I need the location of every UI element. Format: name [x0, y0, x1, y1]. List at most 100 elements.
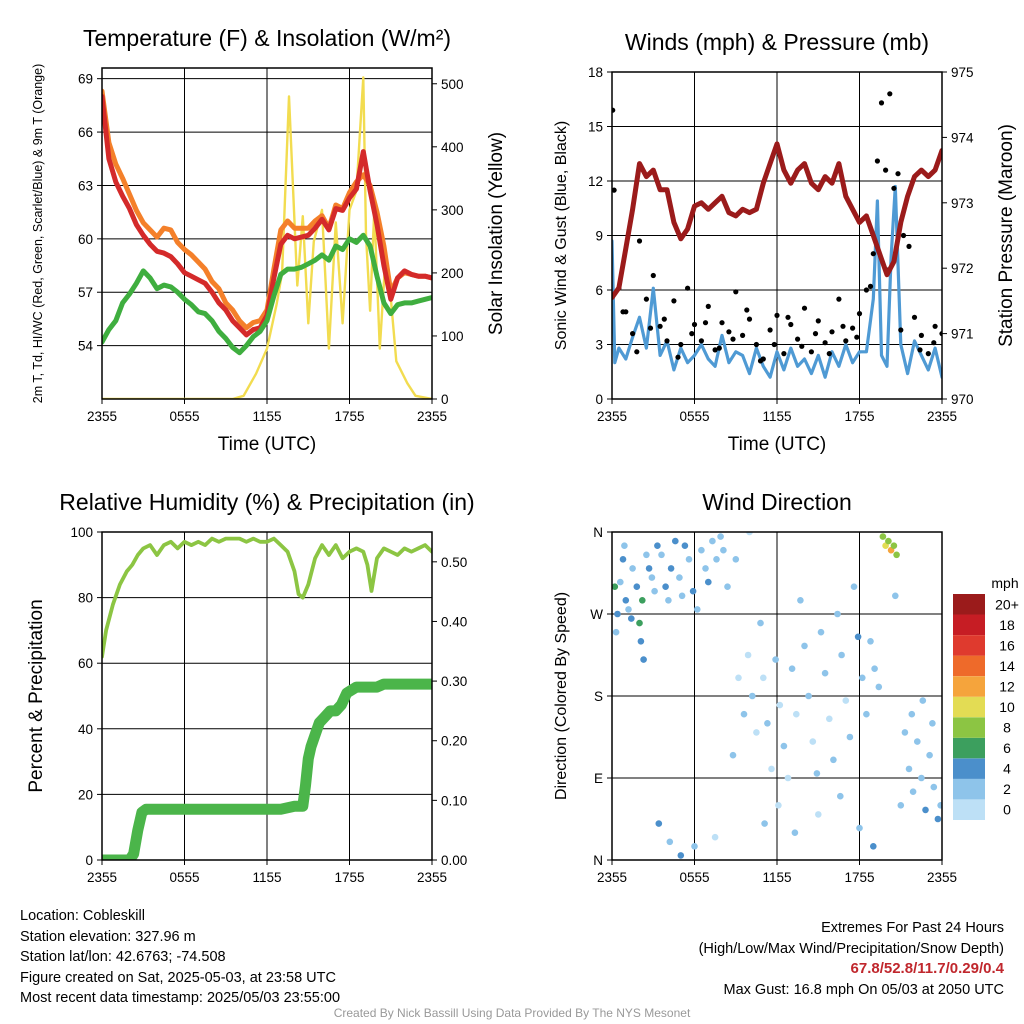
series-line-td: [102, 232, 432, 356]
gust-point: [647, 325, 654, 331]
x-tick-label: 2355: [597, 870, 627, 885]
direction-point: [926, 751, 933, 759]
series-line-precipitation: [102, 678, 432, 860]
direction-point: [720, 546, 727, 554]
colorbar-label: 10: [999, 699, 1015, 715]
direction-point: [617, 578, 624, 586]
y-right-tick-label: 0.00: [441, 853, 467, 868]
x-axis-label: Time (UTC): [218, 434, 317, 455]
y-tick-label: 54: [78, 339, 94, 354]
direction-point: [772, 656, 779, 663]
direction-point: [854, 633, 862, 641]
chart-title: Relative Humidity (%) & Precipitation (i…: [59, 489, 474, 515]
plot-border: [101, 67, 433, 400]
extremes-box: Extremes For Past 24 Hours (High/Low/Max…: [699, 918, 1004, 1000]
colorbar-label: 6: [1003, 740, 1011, 756]
gust-point: [726, 329, 732, 335]
gust-point: [675, 354, 681, 360]
direction-point: [698, 546, 705, 554]
direction-point: [780, 742, 788, 750]
direction-point: [749, 692, 756, 700]
chart-title: Temperature (F) & Insolation (W/m²): [83, 25, 451, 51]
direction-point: [937, 802, 942, 809]
direction-point: [628, 615, 635, 622]
direction-point: [654, 542, 661, 549]
gust-point: [808, 349, 815, 355]
gust-point: [840, 323, 846, 329]
direction-point: [813, 770, 821, 777]
direction-point: [717, 533, 724, 540]
y-tick-label: E: [594, 771, 603, 786]
gust-point: [826, 351, 832, 357]
direction-point: [629, 565, 636, 572]
y-right-tick-label: 400: [441, 140, 464, 155]
extremes-title: Extremes For Past 24 Hours: [821, 920, 1004, 936]
gust-point: [795, 336, 801, 342]
direction-point: [892, 592, 899, 600]
x-tick-label: 2355: [927, 409, 957, 424]
direction-point: [791, 829, 799, 836]
extremes-subtitle: (High/Low/Max Wind/Precipitation/Snow De…: [698, 940, 1004, 957]
y-axis-label-right: Solar Insolation (Yellow): [486, 132, 507, 335]
direction-point: [705, 578, 712, 586]
gust-point: [716, 345, 722, 351]
direction-point: [905, 765, 913, 773]
direction-point: [885, 537, 892, 545]
y-tick-label: S: [594, 689, 603, 704]
gust-point: [689, 331, 695, 337]
direction-point: [724, 583, 731, 590]
direction-point: [817, 628, 825, 636]
gust-point: [836, 296, 842, 302]
series-line-station-pressure: [612, 141, 942, 301]
gust-point: [730, 336, 736, 342]
direction-point: [856, 824, 863, 832]
y-tick-label: 12: [588, 174, 603, 189]
gust-point: [891, 185, 897, 191]
colorbar-swatch: [953, 635, 985, 656]
direction-point: [784, 774, 792, 782]
direction-point: [893, 551, 900, 559]
direction-point: [809, 738, 817, 745]
y-tick-label: 60: [78, 232, 93, 247]
gust-point: [878, 100, 885, 106]
direction-point: [639, 597, 646, 604]
direction-point: [612, 628, 620, 636]
direction-point: [805, 692, 812, 700]
colorbar-label: 0: [1003, 802, 1011, 818]
gust-point: [744, 307, 750, 313]
chart-title: Winds (mph) & Pressure (mb): [625, 29, 929, 55]
gust-point: [740, 332, 746, 338]
y-right-tick-label: 0.20: [441, 734, 467, 749]
gust-point: [712, 347, 718, 353]
direction-point: [643, 551, 650, 559]
direction-point: [735, 674, 742, 682]
gust-point: [650, 272, 656, 279]
station-info: Location: Cobleskill Station elevation: …: [20, 906, 340, 1009]
gust-point: [801, 305, 808, 311]
direction-point: [875, 683, 883, 691]
x-tick-label: 2355: [417, 870, 447, 885]
gust-point: [630, 331, 636, 337]
direction-point: [713, 556, 720, 563]
direction-point: [908, 710, 916, 718]
gust-point: [698, 338, 705, 344]
y-tick-label: 20: [78, 787, 93, 802]
y-right-tick-label: 0.40: [441, 614, 467, 629]
x-tick-label: 0555: [169, 409, 199, 424]
direction-point: [622, 597, 630, 604]
y-axis-label: Direction (Colored By Speed): [553, 592, 570, 800]
y-tick-label: 80: [78, 591, 93, 606]
direction-point: [691, 843, 698, 850]
x-tick-label: 1155: [762, 409, 791, 424]
y-right-tick-label: 974: [951, 130, 974, 145]
plot-border: [611, 531, 943, 861]
colorbar-label: 20+: [995, 596, 1019, 612]
x-tick-label: 1755: [844, 409, 874, 424]
max-gust: Max Gust: 16.8 mph On 05/03 at 2050 UTC: [723, 981, 1004, 998]
y-axis-label: Percent & Precipitation: [26, 599, 47, 792]
direction-point: [625, 606, 632, 613]
direction-point: [867, 638, 874, 645]
gust-point: [822, 340, 828, 346]
gust-point: [661, 316, 667, 322]
